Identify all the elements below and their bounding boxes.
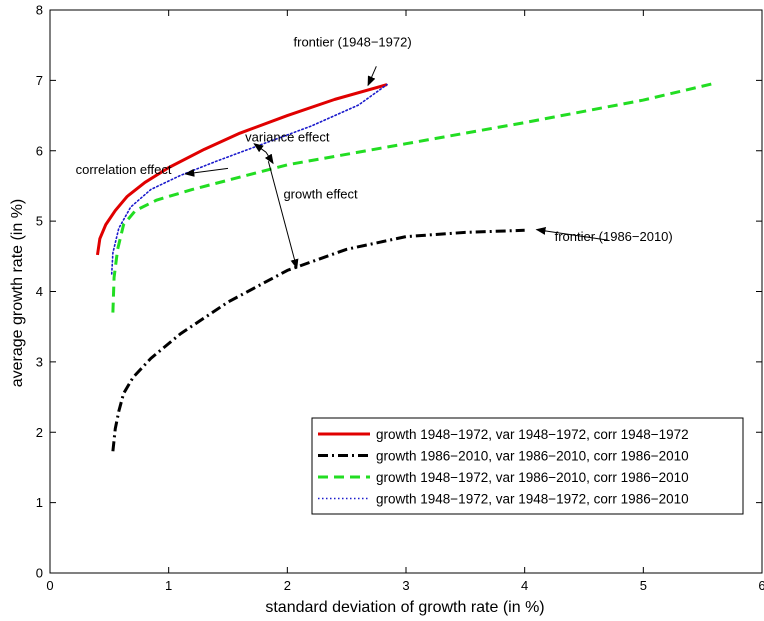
annotation-arrow-3 [184,167,229,177]
y-tick-label: 7 [36,73,43,88]
legend-label-2: growth 1948−1972, var 1986−2010, corr 19… [376,470,689,485]
x-axis-label: standard deviation of growth rate (in %) [265,599,544,616]
annotation-arrow-frontier-1948 [367,66,377,87]
x-tick-label: 4 [521,578,528,593]
annotation-arrow-1 [253,143,267,153]
x-tick-label: 5 [640,578,647,593]
y-tick-label: 0 [36,566,43,581]
x-tick-label: 0 [46,578,53,593]
x-tick-label: 6 [758,578,764,593]
annotation-label-2: correlation effect [76,162,172,177]
x-tick-label: 1 [165,578,172,593]
legend-label-3: growth 1948−1972, var 1948−1972, corr 19… [376,492,689,507]
legend-label-0: growth 1948−1972, var 1948−1972, corr 19… [376,427,689,442]
annotation-label-1: variance effect [245,130,330,145]
y-tick-label: 8 [36,3,43,18]
legend-box [311,417,744,515]
annotation-layer: frontier (1948−1972) variance effect corre… [76,35,673,270]
x-tick-label: 3 [402,578,409,593]
annotation-arrow-4 [535,226,608,241]
y-tick-label: 4 [36,284,43,299]
series-line-1 [111,228,525,452]
annotation-arrow-2 [267,161,299,270]
legend: growth 1948−1972, var 1948−1972, corr 19… [311,417,744,515]
y-tick-label: 3 [36,354,43,369]
series-line-3 [110,83,388,275]
y-axis-label: average growth rate (in %) [9,199,26,388]
x-tick-label: 2 [284,578,291,593]
series-line-0 [95,83,388,256]
series-line-2 [111,82,713,313]
y-tick-label: 5 [36,214,43,229]
y-tick-label: 2 [36,425,43,440]
annotation-arrow-0 [264,151,274,165]
y-tick-label: 6 [36,143,43,158]
annotation-label-3: growth effect [283,187,358,202]
annotation-label-0: frontier (1948−1972) [294,35,412,50]
axes: 0 1 2 3 4 5 6 0 1 2 3 4 5 6 7 8 [36,3,764,594]
legend-label-1: growth 1986−2010, var 1986−2010, corr 19… [376,449,689,464]
y-tick-label: 1 [36,495,43,510]
annotation-label-4: frontier (1986−2010) [555,229,673,244]
series-layer [95,82,713,452]
